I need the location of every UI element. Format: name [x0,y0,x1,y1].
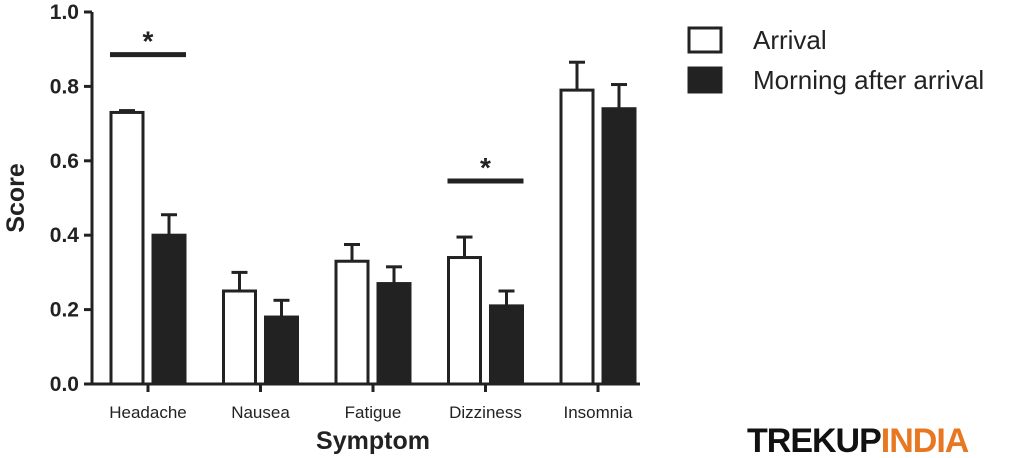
bar-arrival [447,256,482,386]
watermark-part-2: INDIA [881,422,969,458]
y-axis-title: Score [2,163,30,233]
watermark-part-1: TREKUP [747,422,881,458]
y-tick-label: 0.4 [50,224,80,247]
bar-morning [489,304,524,386]
x-tick-label: Insomnia [564,403,634,422]
y-tick-label: 0.8 [50,75,80,98]
x-tick-label: Nausea [231,403,290,422]
x-axis-title: Symptom [316,427,430,455]
y-tick-label: 1.0 [50,1,79,24]
plot-area: 0.0 0.2 0.4 0.6 0.8 1.0 Headache Nausea Fatigue D… [50,1,640,422]
legend-swatch-morning [687,66,723,94]
x-tick-label: Dizziness [449,403,522,422]
bar-morning [264,315,299,386]
svg-text:TREKUPINDIA: TREKUPINDIA [747,422,969,458]
legend-label-arrival: Arrival [753,25,827,55]
bar-arrival [109,110,145,386]
y-tick-label: 0.6 [50,150,79,173]
bar-morning [151,233,187,386]
y-tick-label: 0.0 [50,373,79,396]
legend-swatch-arrival [687,26,723,54]
legend: Arrival Morning after arrival [687,25,984,95]
bar-morning [601,107,637,386]
bar-arrival [559,88,595,386]
significance-marker: * [143,26,154,57]
bar-morning [376,282,412,386]
y-tick-label: 0.2 [50,299,79,322]
bar-arrival [222,289,257,386]
significance-marker: * [480,152,491,183]
x-tick-label: Headache [109,403,187,422]
bar-arrival [334,259,370,386]
x-tick-label: Fatigue [345,403,402,422]
legend-label-morning: Morning after arrival [753,65,984,95]
watermark-logo: TREKUPINDIA [747,422,970,458]
